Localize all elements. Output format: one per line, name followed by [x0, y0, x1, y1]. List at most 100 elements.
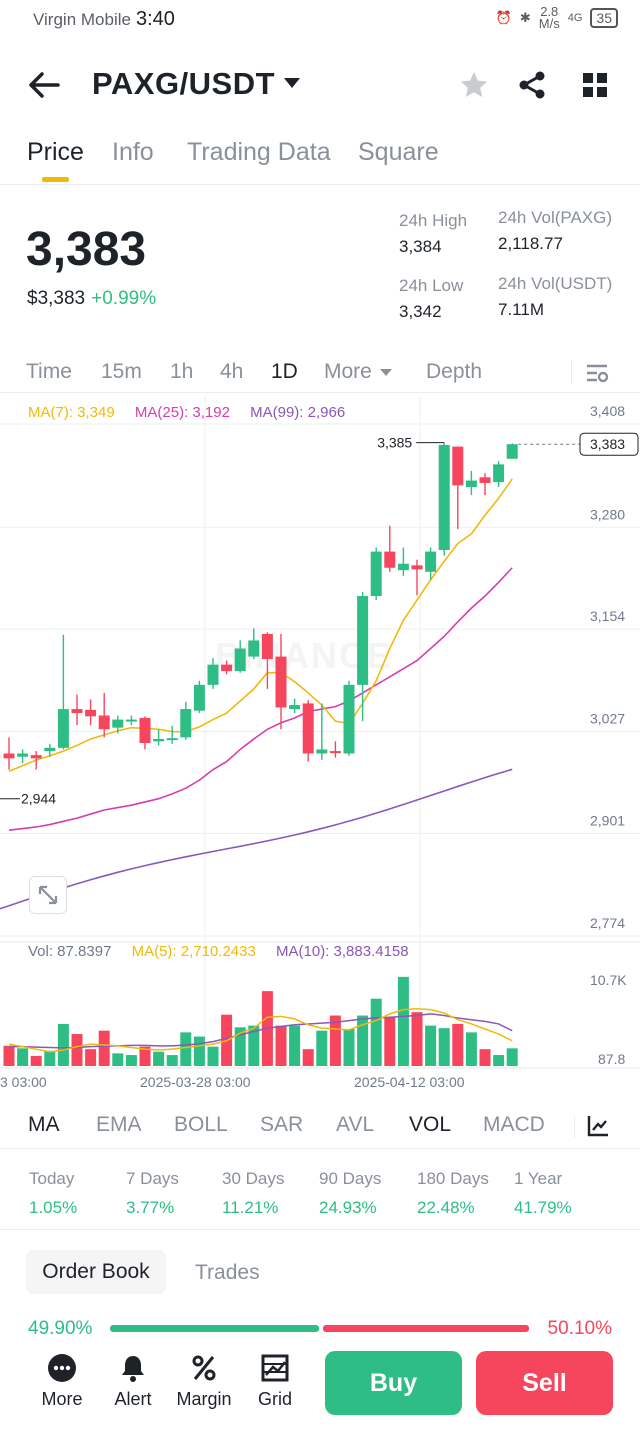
volume-bar	[248, 1025, 260, 1066]
interval-15m[interactable]: 15m	[101, 360, 142, 383]
chart-settings-icon[interactable]	[585, 361, 609, 385]
volume-bar	[329, 1015, 341, 1066]
y-tick-label: 3,280	[590, 506, 625, 522]
pair-title[interactable]: PAXG/USDT	[92, 66, 276, 101]
nav-more[interactable]: More	[32, 1353, 92, 1410]
indicator-sar[interactable]: SAR	[260, 1113, 304, 1136]
candle-body	[166, 738, 178, 741]
interval-divider	[571, 360, 572, 384]
bottom-nav: More Alert Margin Grid Buy Sell	[0, 1337, 640, 1433]
current-price-tag	[579, 432, 639, 456]
tab-trades[interactable]: Trades	[195, 1261, 260, 1284]
candle-body	[125, 719, 137, 722]
perf-label: Today	[29, 1169, 75, 1188]
volume-bar	[125, 1055, 137, 1066]
nav-alert-label: Alert	[114, 1389, 152, 1409]
star-icon[interactable]	[459, 70, 489, 100]
interval-1h[interactable]: 1h	[170, 360, 194, 383]
header: PAXG/USDT	[0, 60, 640, 112]
tab-square[interactable]: Square	[358, 138, 439, 166]
volume-bar	[316, 1030, 328, 1066]
candle-body	[71, 709, 83, 714]
sell-button[interactable]: Sell	[476, 1351, 613, 1415]
interval-4h[interactable]: 4h	[220, 360, 244, 383]
volume-bar	[425, 1025, 437, 1066]
tab-info[interactable]: Info	[112, 138, 154, 166]
volume-bar	[289, 1025, 301, 1066]
candle-body	[261, 633, 273, 660]
perf-label: 180 Days	[417, 1169, 489, 1188]
volume-legend: Vol: 87.8397 MA(5): 2,710.2433 MA(10): 3…	[28, 943, 409, 960]
volume-bar	[98, 1030, 110, 1066]
candle-body	[493, 464, 505, 483]
tab-price[interactable]: Price	[27, 138, 84, 166]
interval-more[interactable]: More	[324, 360, 372, 383]
pair-dropdown-icon[interactable]	[284, 78, 300, 88]
price-usd: $3,383 +0.99%	[27, 288, 156, 310]
candle-body	[17, 753, 29, 757]
candle-body	[329, 751, 341, 754]
back-arrow-icon[interactable]	[28, 70, 60, 100]
vol-tick-label: 10.7K	[590, 972, 627, 988]
candle-body	[425, 551, 437, 572]
tab-trading-data[interactable]: Trading Data	[187, 138, 331, 166]
y-tick-label: 3,408	[590, 403, 625, 419]
candle-body	[465, 480, 477, 487]
volume-bar	[17, 1048, 29, 1066]
ma7-line	[8, 478, 513, 772]
volume-bar	[397, 976, 409, 1066]
candle-body	[289, 705, 301, 710]
volume-bar	[506, 1048, 518, 1066]
margin-icon	[192, 1355, 216, 1381]
ma25-line	[8, 567, 513, 832]
interval-bar: Time 15m 1h 4h 1D More Depth	[0, 356, 640, 393]
volume-bar	[112, 1053, 124, 1066]
fullscreen-button[interactable]	[29, 876, 67, 914]
volume-bar	[302, 1049, 314, 1066]
perf-label: 90 Days	[319, 1169, 382, 1188]
volume-bar	[343, 1028, 355, 1066]
indicator-macd[interactable]: MACD	[483, 1113, 545, 1136]
buy-button[interactable]: Buy	[325, 1351, 462, 1415]
nav-margin[interactable]: Margin	[174, 1353, 234, 1410]
bell-icon	[122, 1356, 144, 1382]
indicator-ma[interactable]: MA	[28, 1113, 60, 1136]
candlestick-chart[interactable]: 3,4083,2803,1543,0272,9012,774BINANCE3,3…	[0, 396, 640, 1101]
volume-bar	[180, 1032, 192, 1066]
indicator-avl[interactable]: AVL	[336, 1113, 375, 1136]
indicator-vol[interactable]: VOL	[409, 1113, 452, 1136]
y-tick-label: 2,774	[590, 915, 625, 931]
ma25-legend: MA(25): 3,192	[134, 404, 230, 421]
indicator-divider	[574, 1116, 575, 1138]
candle-body	[85, 709, 97, 717]
nav-alert[interactable]: Alert	[103, 1353, 163, 1410]
indicator-settings-icon[interactable]	[586, 1114, 610, 1138]
candle-body	[411, 565, 423, 570]
indicator-bar: MA EMA BOLL SAR AVL VOL MACD	[0, 1104, 640, 1149]
share-icon[interactable]	[517, 70, 547, 100]
grid-menu-icon[interactable]	[580, 70, 610, 100]
indicator-ema[interactable]: EMA	[96, 1113, 142, 1136]
nav-grid[interactable]: Grid	[245, 1353, 305, 1410]
perf-value: 22.48%	[417, 1198, 475, 1217]
signal-icon: 4G	[567, 12, 583, 24]
interval-time[interactable]: Time	[26, 360, 72, 383]
separator	[0, 1229, 640, 1230]
indicator-boll[interactable]: BOLL	[174, 1113, 228, 1136]
low-label: 24h Low	[399, 276, 464, 295]
volume-bar	[166, 1055, 178, 1066]
volume-bar	[71, 1034, 83, 1066]
candle-body	[357, 596, 369, 685]
volume-bar	[207, 1046, 219, 1066]
candle-body	[438, 444, 450, 550]
tab-order-book[interactable]: Order Book	[26, 1250, 166, 1294]
interval-1d[interactable]: 1D	[271, 360, 298, 383]
interval-depth[interactable]: Depth	[426, 360, 483, 383]
more-caret-icon[interactable]	[380, 369, 392, 376]
top-tabs: Price Info Trading Data Square	[0, 136, 640, 185]
clock: 3:40	[136, 8, 175, 30]
x-tick-label: 2025-03-28 03:00	[140, 1074, 251, 1090]
expand-icon	[38, 885, 58, 905]
volume-bar	[3, 1045, 15, 1066]
candle-body	[153, 738, 165, 742]
